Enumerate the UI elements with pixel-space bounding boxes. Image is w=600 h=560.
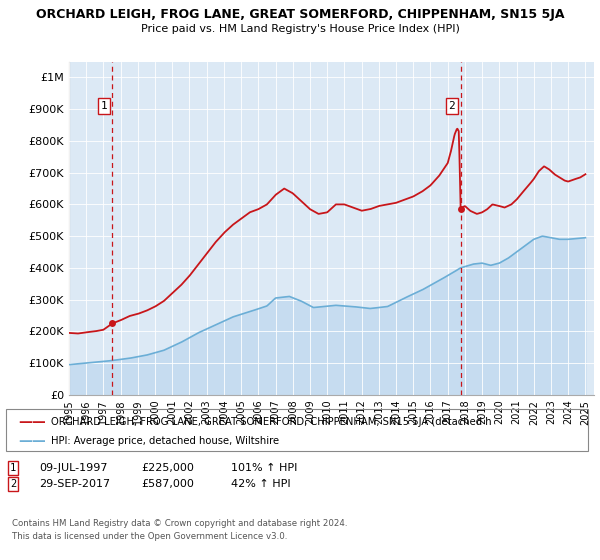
Text: 29-SEP-2017: 29-SEP-2017 bbox=[39, 479, 110, 489]
Text: 101% ↑ HPI: 101% ↑ HPI bbox=[231, 463, 298, 473]
Text: Contains HM Land Registry data © Crown copyright and database right 2024.: Contains HM Land Registry data © Crown c… bbox=[12, 519, 347, 528]
Text: ORCHARD LEIGH, FROG LANE, GREAT SOMERFORD, CHIPPENHAM, SN15 5JA: ORCHARD LEIGH, FROG LANE, GREAT SOMERFOR… bbox=[36, 8, 564, 21]
Text: 2: 2 bbox=[449, 101, 455, 111]
Text: Price paid vs. HM Land Registry's House Price Index (HPI): Price paid vs. HM Land Registry's House … bbox=[140, 24, 460, 34]
Text: ——: —— bbox=[18, 433, 46, 448]
Text: ——: —— bbox=[18, 414, 46, 429]
Text: 1: 1 bbox=[100, 101, 107, 111]
Text: £587,000: £587,000 bbox=[141, 479, 194, 489]
Text: ORCHARD LEIGH, FROG LANE, GREAT SOMERFORD, CHIPPENHAM, SN15 5JA (detached h: ORCHARD LEIGH, FROG LANE, GREAT SOMERFOR… bbox=[51, 417, 491, 427]
Text: 09-JUL-1997: 09-JUL-1997 bbox=[39, 463, 107, 473]
Text: £225,000: £225,000 bbox=[141, 463, 194, 473]
Text: HPI: Average price, detached house, Wiltshire: HPI: Average price, detached house, Wilt… bbox=[51, 436, 279, 446]
Text: 2: 2 bbox=[10, 479, 16, 489]
Text: 1: 1 bbox=[10, 463, 16, 473]
Text: 42% ↑ HPI: 42% ↑ HPI bbox=[231, 479, 290, 489]
Text: This data is licensed under the Open Government Licence v3.0.: This data is licensed under the Open Gov… bbox=[12, 532, 287, 541]
